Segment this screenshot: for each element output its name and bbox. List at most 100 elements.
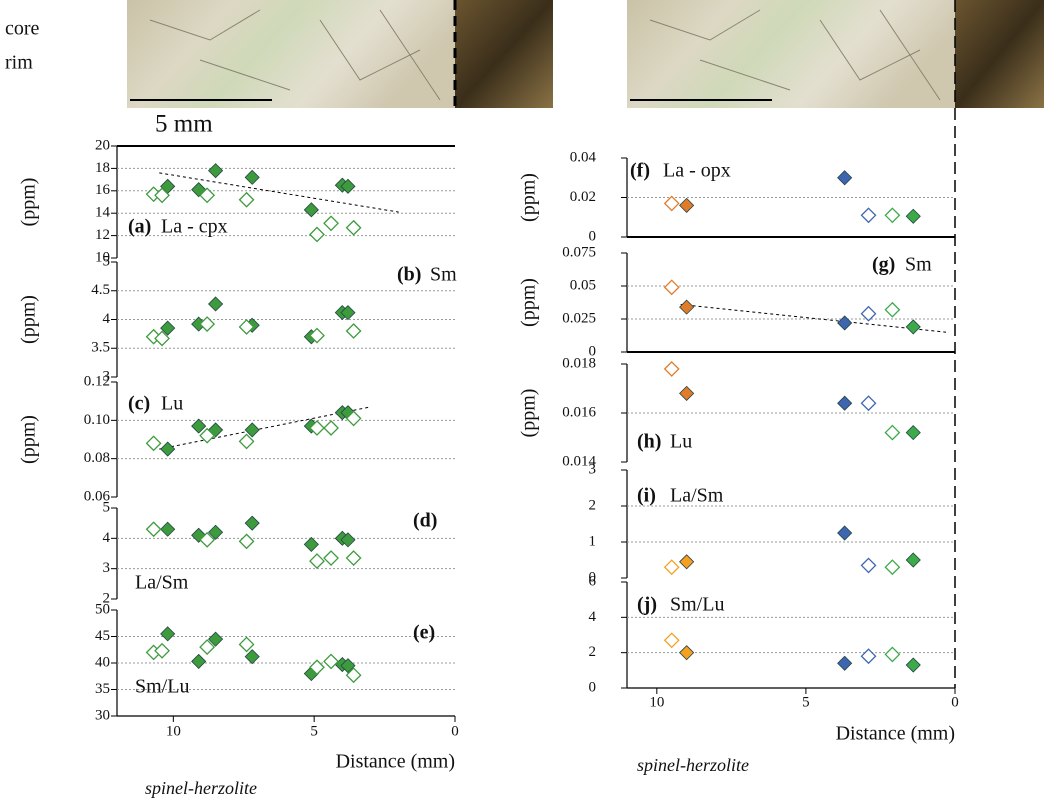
data-point (309, 327, 325, 344)
y-tick-label: 1 (589, 533, 597, 549)
panel-label: La - opx (663, 160, 731, 182)
data-point (303, 536, 319, 552)
panel-label: La - cpx (161, 216, 228, 238)
y-tick-label: 6 (589, 573, 597, 589)
panel-label: Lu (670, 431, 692, 453)
y-tick-label: 35 (95, 681, 110, 697)
core-label: core (5, 18, 40, 40)
y-tick-label: 2 (589, 497, 597, 513)
y-tick-label: 4 (103, 530, 111, 546)
panel-label: La/Sm (135, 572, 189, 594)
data-point (663, 559, 680, 576)
data-point (208, 296, 224, 312)
data-point (663, 632, 680, 649)
data-point (154, 187, 170, 204)
y-tick-label: 18 (95, 160, 110, 176)
data-point (323, 215, 339, 232)
y-tick-label: 0.02 (570, 189, 596, 205)
data-point (837, 315, 853, 331)
data-point (309, 553, 325, 570)
data-point (860, 557, 877, 574)
x-tick-label: 0 (451, 723, 459, 739)
data-point (160, 626, 176, 642)
y-tick-label: 0.10 (84, 412, 110, 428)
y-axis-label: (ppm) (518, 389, 540, 438)
data-point (238, 191, 255, 208)
data-point (345, 667, 362, 684)
y-tick-label: 0 (589, 569, 597, 585)
data-point (199, 531, 216, 548)
y-tick-label: 3 (589, 461, 597, 477)
data-point (679, 645, 695, 661)
data-point (160, 320, 176, 336)
data-point (860, 305, 877, 322)
data-point (199, 187, 216, 204)
data-point (884, 424, 901, 441)
x-axis-label: Distance (mm) (836, 723, 955, 745)
data-point (884, 207, 901, 224)
panel-tag: (d) (413, 510, 437, 532)
scale-label: 5 mm (155, 111, 213, 138)
data-point (884, 559, 901, 576)
panel-tag: (i) (637, 485, 656, 507)
y-tick-label: 45 (95, 628, 110, 644)
panel-label: Sm/Lu (670, 594, 724, 616)
data-point (199, 639, 216, 656)
data-point (323, 653, 339, 670)
data-point (340, 305, 356, 321)
panel-tag: (e) (413, 622, 435, 644)
data-point (309, 659, 325, 676)
x-tick-label: 10 (166, 723, 181, 739)
data-point (837, 170, 853, 186)
y-tick-label: 0 (589, 343, 597, 359)
trend-line (680, 303, 947, 333)
y-tick-label: 0.014 (562, 453, 596, 469)
y-tick-label: 3 (103, 368, 111, 384)
y-tick-label: 16 (95, 182, 111, 198)
data-point (238, 533, 255, 550)
data-point (309, 226, 325, 243)
rim-label: rim (5, 52, 33, 74)
data-point (145, 435, 162, 452)
y-tick-label: 30 (95, 707, 110, 723)
y-tick-label: 12 (95, 227, 110, 243)
data-point (345, 550, 362, 566)
panel-label: La/Sm (670, 485, 724, 507)
y-tick-label: 3.5 (91, 340, 110, 356)
data-point (199, 427, 216, 444)
data-point (191, 653, 207, 669)
data-point (238, 433, 255, 450)
data-point (679, 385, 695, 401)
data-point (679, 554, 695, 570)
y-tick-label: 14 (95, 205, 111, 221)
y-tick-label: 4.5 (91, 282, 110, 298)
data-point (208, 163, 224, 179)
panel-label: Sm (430, 264, 457, 286)
data-point (663, 279, 680, 296)
y-tick-label: 0.06 (84, 488, 111, 504)
y-tick-label: 40 (95, 654, 110, 670)
data-point (340, 658, 356, 674)
data-point (905, 552, 921, 568)
y-tick-label: 0.12 (84, 373, 110, 389)
data-point (154, 642, 170, 659)
data-point (345, 410, 362, 427)
data-point (309, 420, 325, 436)
data-point (244, 169, 260, 185)
y-tick-label: 10 (95, 249, 110, 265)
panel-tag: (c) (128, 393, 150, 415)
data-point (340, 178, 356, 194)
y-tick-label: 4 (103, 311, 111, 327)
panel-tag: (b) (397, 264, 421, 286)
y-tick-label: 0 (589, 228, 597, 244)
y-axis-label: (ppm) (18, 415, 40, 464)
panel-tag: (a) (128, 216, 151, 238)
data-point (663, 195, 680, 212)
data-point (884, 301, 901, 318)
data-point (679, 299, 695, 315)
y-tick-label: 0 (589, 679, 597, 695)
data-point (345, 323, 362, 339)
y-axis-label: (ppm) (518, 278, 540, 327)
x-tick-label: 0 (951, 694, 959, 710)
panel-tag: (g) (872, 254, 895, 276)
